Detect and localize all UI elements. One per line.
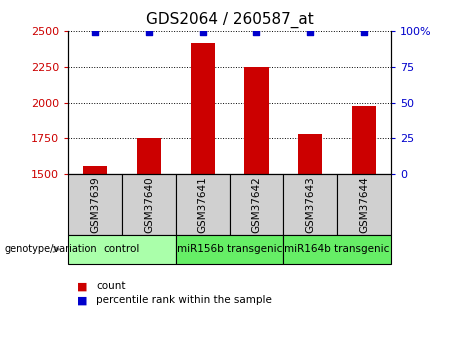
Bar [337, 174, 391, 235]
Bar [68, 174, 122, 235]
Text: GSM37644: GSM37644 [359, 176, 369, 233]
Point [253, 30, 260, 35]
Bar [284, 174, 337, 235]
Bar [190, 42, 215, 174]
Text: ■: ■ [77, 295, 88, 305]
Text: GSM37642: GSM37642 [251, 176, 261, 233]
Bar [176, 174, 230, 235]
Bar [230, 174, 284, 235]
Point [361, 30, 368, 35]
Point [307, 30, 314, 35]
Bar [244, 67, 269, 174]
Text: percentile rank within the sample: percentile rank within the sample [96, 295, 272, 305]
Point [199, 30, 207, 35]
Text: control: control [104, 244, 140, 254]
Text: ■: ■ [77, 282, 88, 291]
Bar [68, 235, 176, 264]
Text: miR156b transgenic: miR156b transgenic [177, 244, 282, 254]
Bar [122, 174, 176, 235]
Bar [176, 235, 284, 264]
Point [145, 30, 153, 35]
Bar [137, 138, 161, 174]
Bar [83, 166, 107, 174]
Bar [298, 134, 322, 174]
Text: GSM37641: GSM37641 [198, 176, 208, 233]
Text: miR164b transgenic: miR164b transgenic [284, 244, 390, 254]
Bar [284, 235, 391, 264]
Text: count: count [96, 282, 125, 291]
Text: genotype/variation: genotype/variation [5, 244, 97, 254]
Text: GSM37640: GSM37640 [144, 176, 154, 233]
Text: GSM37643: GSM37643 [305, 176, 315, 233]
Bar [352, 106, 376, 174]
Text: GSM37639: GSM37639 [90, 176, 100, 233]
Point [91, 30, 99, 35]
Title: GDS2064 / 260587_at: GDS2064 / 260587_at [146, 12, 313, 28]
